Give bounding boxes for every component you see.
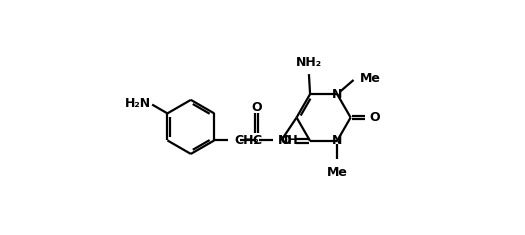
Text: N: N <box>332 88 342 101</box>
Text: C: C <box>252 134 261 147</box>
Text: CH₂: CH₂ <box>235 134 259 147</box>
Text: O: O <box>251 101 262 114</box>
Text: N: N <box>332 134 342 147</box>
Text: H₂N: H₂N <box>125 97 151 110</box>
Text: NH: NH <box>278 134 299 147</box>
Text: O: O <box>281 134 291 147</box>
Text: Me: Me <box>360 72 380 85</box>
Text: Me: Me <box>327 166 348 179</box>
Text: NH₂: NH₂ <box>296 56 322 69</box>
Text: O: O <box>370 111 380 124</box>
